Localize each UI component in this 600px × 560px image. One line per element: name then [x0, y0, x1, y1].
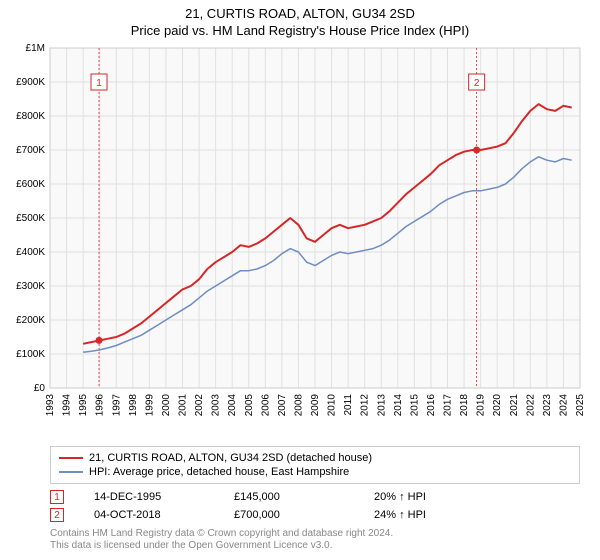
svg-text:2016: 2016 [426, 394, 437, 417]
svg-text:2019: 2019 [476, 394, 487, 417]
svg-text:2012: 2012 [360, 394, 371, 417]
transaction-price: £700,000 [234, 509, 344, 521]
svg-text:£900K: £900K [16, 77, 45, 88]
svg-text:£800K: £800K [16, 111, 45, 122]
svg-text:2017: 2017 [443, 394, 454, 417]
chart-container: 21, CURTIS ROAD, ALTON, GU34 2SD Price p… [0, 0, 600, 560]
svg-text:£100K: £100K [16, 349, 45, 360]
chart-plot-area: £0£100K£200K£300K£400K£500K£600K£700K£80… [50, 48, 580, 388]
svg-text:1997: 1997 [111, 394, 122, 417]
svg-text:1998: 1998 [128, 394, 139, 417]
chart-title-sub: Price paid vs. HM Land Registry's House … [0, 23, 600, 38]
svg-text:2: 2 [474, 78, 480, 89]
svg-text:2013: 2013 [376, 394, 387, 417]
svg-text:2022: 2022 [525, 394, 536, 417]
svg-text:2015: 2015 [409, 394, 420, 417]
svg-text:2023: 2023 [542, 394, 553, 417]
svg-text:2018: 2018 [459, 394, 470, 417]
svg-text:1999: 1999 [144, 394, 155, 417]
transaction-rows: 1 14-DEC-1995 £145,000 20% ↑ HPI 2 04-OC… [50, 488, 580, 524]
legend-item: HPI: Average price, detached house, East… [59, 465, 571, 479]
transaction-row: 1 14-DEC-1995 £145,000 20% ↑ HPI [50, 488, 580, 506]
svg-text:1993: 1993 [45, 394, 56, 417]
svg-text:2010: 2010 [327, 394, 338, 417]
svg-text:1995: 1995 [78, 394, 89, 417]
chart-svg: £0£100K£200K£300K£400K£500K£600K£700K£80… [50, 48, 580, 440]
svg-text:2003: 2003 [211, 394, 222, 417]
transaction-date: 04-OCT-2018 [94, 509, 204, 521]
svg-text:2021: 2021 [509, 394, 520, 417]
footnote-line: This data is licensed under the Open Gov… [50, 540, 580, 552]
svg-text:2007: 2007 [277, 394, 288, 417]
svg-text:£200K: £200K [16, 315, 45, 326]
svg-text:£500K: £500K [16, 213, 45, 224]
svg-text:2005: 2005 [244, 394, 255, 417]
legend-item: 21, CURTIS ROAD, ALTON, GU34 2SD (detach… [59, 451, 571, 465]
svg-text:2002: 2002 [194, 394, 205, 417]
svg-text:2008: 2008 [293, 394, 304, 417]
legend: 21, CURTIS ROAD, ALTON, GU34 2SD (detach… [50, 446, 580, 484]
chart-title-address: 21, CURTIS ROAD, ALTON, GU34 2SD [0, 6, 600, 21]
transaction-hpi: 20% ↑ HPI [374, 491, 484, 503]
legend-swatch [59, 471, 83, 473]
legend-label: HPI: Average price, detached house, East… [89, 466, 349, 478]
transaction-row: 2 04-OCT-2018 £700,000 24% ↑ HPI [50, 506, 580, 524]
svg-text:2001: 2001 [178, 394, 189, 417]
svg-text:£700K: £700K [16, 145, 45, 156]
svg-text:2006: 2006 [260, 394, 271, 417]
svg-text:£1M: £1M [26, 43, 45, 54]
svg-text:£0: £0 [34, 383, 46, 394]
svg-text:1996: 1996 [95, 394, 106, 417]
svg-text:1: 1 [96, 78, 102, 89]
legend-swatch [59, 457, 83, 459]
transaction-marker: 1 [50, 490, 64, 504]
svg-text:2004: 2004 [227, 394, 238, 417]
footnote-line: Contains HM Land Registry data © Crown c… [50, 528, 580, 540]
svg-text:1994: 1994 [62, 394, 73, 417]
svg-text:£400K: £400K [16, 247, 45, 258]
svg-text:£600K: £600K [16, 179, 45, 190]
transaction-price: £145,000 [234, 491, 344, 503]
legend-label: 21, CURTIS ROAD, ALTON, GU34 2SD (detach… [89, 452, 372, 464]
svg-text:2020: 2020 [492, 394, 503, 417]
transaction-marker: 2 [50, 508, 64, 522]
svg-text:2025: 2025 [575, 394, 586, 417]
svg-text:2011: 2011 [343, 394, 354, 416]
svg-text:2000: 2000 [161, 394, 172, 417]
footnote: Contains HM Land Registry data © Crown c… [50, 528, 580, 552]
svg-text:2024: 2024 [558, 394, 569, 417]
chart-titles: 21, CURTIS ROAD, ALTON, GU34 2SD Price p… [0, 0, 600, 38]
svg-text:2009: 2009 [310, 394, 321, 417]
svg-text:£300K: £300K [16, 281, 45, 292]
svg-text:2014: 2014 [393, 394, 404, 417]
transaction-hpi: 24% ↑ HPI [374, 509, 484, 521]
transaction-date: 14-DEC-1995 [94, 491, 204, 503]
